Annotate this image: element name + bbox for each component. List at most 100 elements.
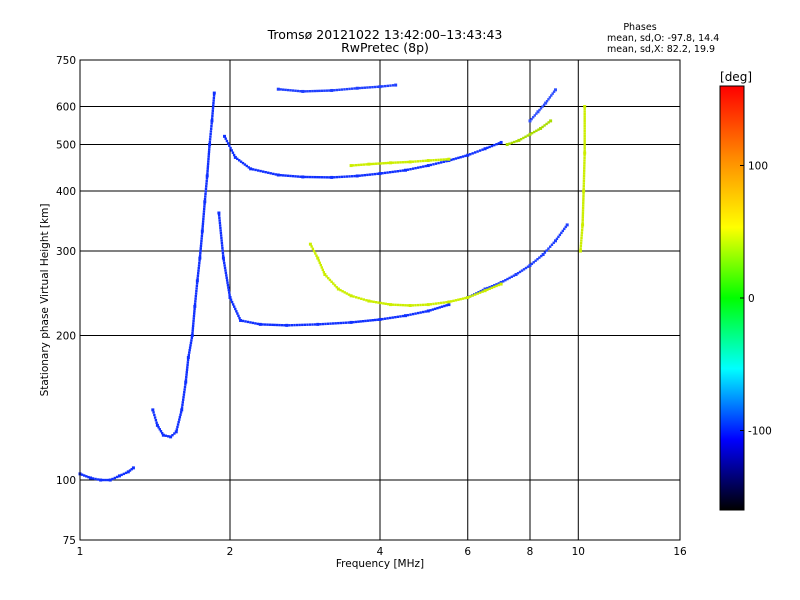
trace-dot [508,142,511,145]
trace-dot [319,323,322,326]
trace-dot [320,89,324,92]
trace-dot [419,165,422,169]
trace-dot [445,301,448,304]
trace-dot [583,156,586,160]
trace-dot [394,161,397,164]
trace-dot [581,204,585,207]
trace-dot [424,303,427,306]
data-point [212,91,216,95]
trace-dot [459,297,462,301]
trace-dot [358,86,361,90]
trace-dot [371,319,374,322]
trace-dot [238,316,241,320]
trace-dot [548,96,552,99]
trace-dot [439,301,443,305]
trace-dot [481,288,485,292]
trace-dot [396,303,400,307]
trace-dot [128,469,132,472]
trace-dot [442,158,445,161]
trace-dot [193,310,196,313]
trace-dot [366,86,369,89]
trace-dot [251,168,255,171]
trace-dot [530,117,533,121]
data-point [549,119,553,123]
trace-dot [274,173,277,176]
trace-dot [191,331,194,335]
trace-dot [294,175,297,178]
trace-dot [551,92,554,95]
trace-dot [199,251,202,255]
x-tick-label: 16 [673,546,687,558]
trace-dot [176,425,179,429]
trace-dot [206,169,209,173]
trace-dot [180,406,184,409]
trace-dot [188,346,192,349]
data-point [228,296,232,300]
trace-dot [350,87,354,90]
trace-dot [391,316,394,319]
trace-dot [353,87,356,90]
trace-dot [209,132,212,136]
trace-dot [243,163,247,166]
trace-dot [186,358,190,362]
trace-dot [401,169,405,172]
trace-dot [320,176,324,179]
trace-dot [416,311,420,315]
trace-dot [583,120,586,123]
data-point [184,380,188,384]
trace-dot [200,234,204,238]
data-point [223,134,227,138]
trace-dot [552,241,555,244]
trace-dot [583,110,586,113]
trace-dot [583,144,586,147]
data-point [539,126,543,130]
trace-dot [217,214,221,217]
trace-dot [406,304,409,307]
trace-dot [178,418,181,421]
trace-dot [543,251,547,254]
data-point [210,119,214,123]
trace-dot [212,104,215,107]
trace-dot [194,297,197,300]
trace-dot [113,476,117,480]
trace-dot [583,137,586,140]
trace-dot [301,323,304,327]
trace-dot [361,319,365,323]
trace-dot [533,114,536,117]
trace-dot [269,172,272,175]
trace-dot [502,280,505,283]
trace-dot [457,298,460,301]
trace-dot [350,175,354,178]
trace-dot [461,297,465,300]
trace-dot [432,302,435,306]
trace-dot [225,274,228,277]
trace-dot [202,217,205,221]
trace-dot [377,301,380,304]
trace-dot [340,88,344,91]
trace-dot [279,88,282,91]
trace-dot [391,161,395,164]
trace-dot [419,159,422,163]
trace-dot [347,321,350,324]
trace-dot [171,434,174,437]
trace-dot [196,272,200,275]
trace-dot [416,160,420,163]
trace-dot [329,322,332,325]
trace-dot [306,175,309,179]
trace-dot [225,276,228,280]
trace-dot [124,471,128,475]
trace-dot [267,171,270,174]
trace-dot [495,283,498,286]
trace-dot [254,322,257,325]
trace-dot [334,322,337,325]
trace-dot [476,292,479,295]
trace-dot [201,222,205,225]
trace-dot [399,315,402,318]
trace-dot [436,306,439,310]
trace-dot [379,162,383,165]
trace-dot [582,179,586,183]
trace-dot [548,245,552,248]
trace-dot [361,86,364,90]
trace-dot [564,225,567,229]
trace-dot [416,166,420,169]
